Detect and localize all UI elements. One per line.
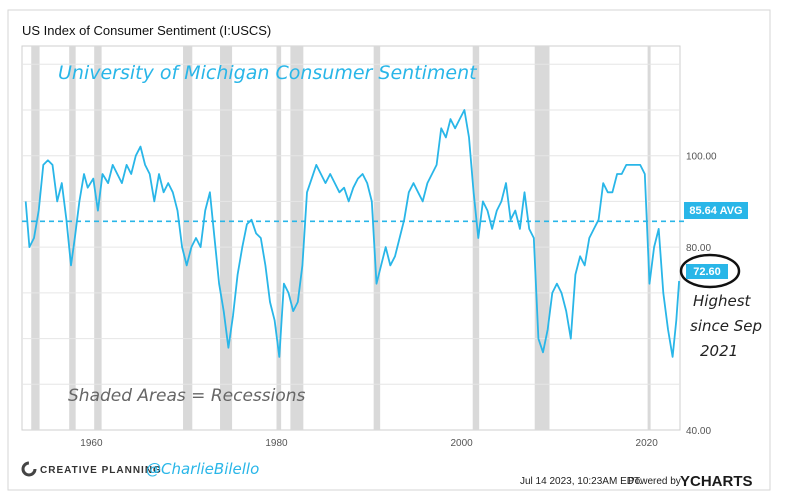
plot-frame: [21, 45, 681, 431]
x-tick-label: 1960: [80, 438, 103, 449]
x-tick-label: 2000: [450, 438, 473, 449]
y-tick-label: 40.00: [686, 426, 711, 437]
last-value-badge: 72.60: [679, 253, 741, 289]
footer-timestamp: Jul 14 2023, 10:23AM EDT.: [520, 476, 642, 487]
recession-band-7: [373, 46, 381, 430]
footer-powered-by: Powered by: [628, 476, 681, 487]
average-badge: 85.64 AVG: [684, 202, 748, 219]
y-tick-label: 100.00: [686, 152, 717, 163]
recession-note: Shaded Areas = Recessions: [68, 386, 306, 406]
last-value-label: 72.60: [693, 266, 721, 278]
x-axis-ticks: 1960 1980 2000 2020: [80, 438, 658, 449]
recession-band-3: [183, 46, 193, 430]
highlight-circle: [679, 253, 741, 289]
recession-band-6: [290, 46, 304, 430]
note-line-2: since Sep: [690, 317, 762, 335]
recession-band-8: [472, 46, 480, 430]
recession-band-1: [69, 46, 76, 430]
recession-band-5: [276, 46, 282, 430]
series-line-0: [24, 109, 680, 358]
note-line-3: 2021: [700, 342, 738, 360]
x-tick-label: 2020: [636, 438, 659, 449]
recession-band-9: [534, 46, 550, 430]
recession-band-2: [94, 46, 102, 430]
recession-band-10: [647, 46, 651, 430]
note-line-1: Highest: [693, 292, 752, 310]
y-tick-label: 80.00: [686, 243, 711, 254]
average-badge-label: 85.64 AVG: [689, 205, 742, 217]
gridlines: [22, 63, 680, 385]
footer-provider: YCHARTS: [680, 473, 753, 490]
series-consumer-sentiment: [24, 109, 680, 358]
recession-band-4: [220, 46, 233, 430]
footer-brand: CREATIVE PLANNING: [40, 465, 162, 476]
chart-subtitle: University of Michigan Consumer Sentimen…: [58, 62, 478, 84]
chart-title: US Index of Consumer Sentiment (I:USCS): [22, 23, 271, 38]
creative-planning-logo: [21, 461, 37, 477]
footer-handle: @CharlieBilello: [146, 460, 259, 478]
footer: CREATIVE PLANNING @CharlieBilello Jul 14…: [21, 460, 753, 490]
recession-band-0: [31, 46, 40, 430]
x-tick-label: 1980: [265, 438, 288, 449]
y-axis-ticks: 100.00 80.00 40.00: [686, 152, 717, 437]
